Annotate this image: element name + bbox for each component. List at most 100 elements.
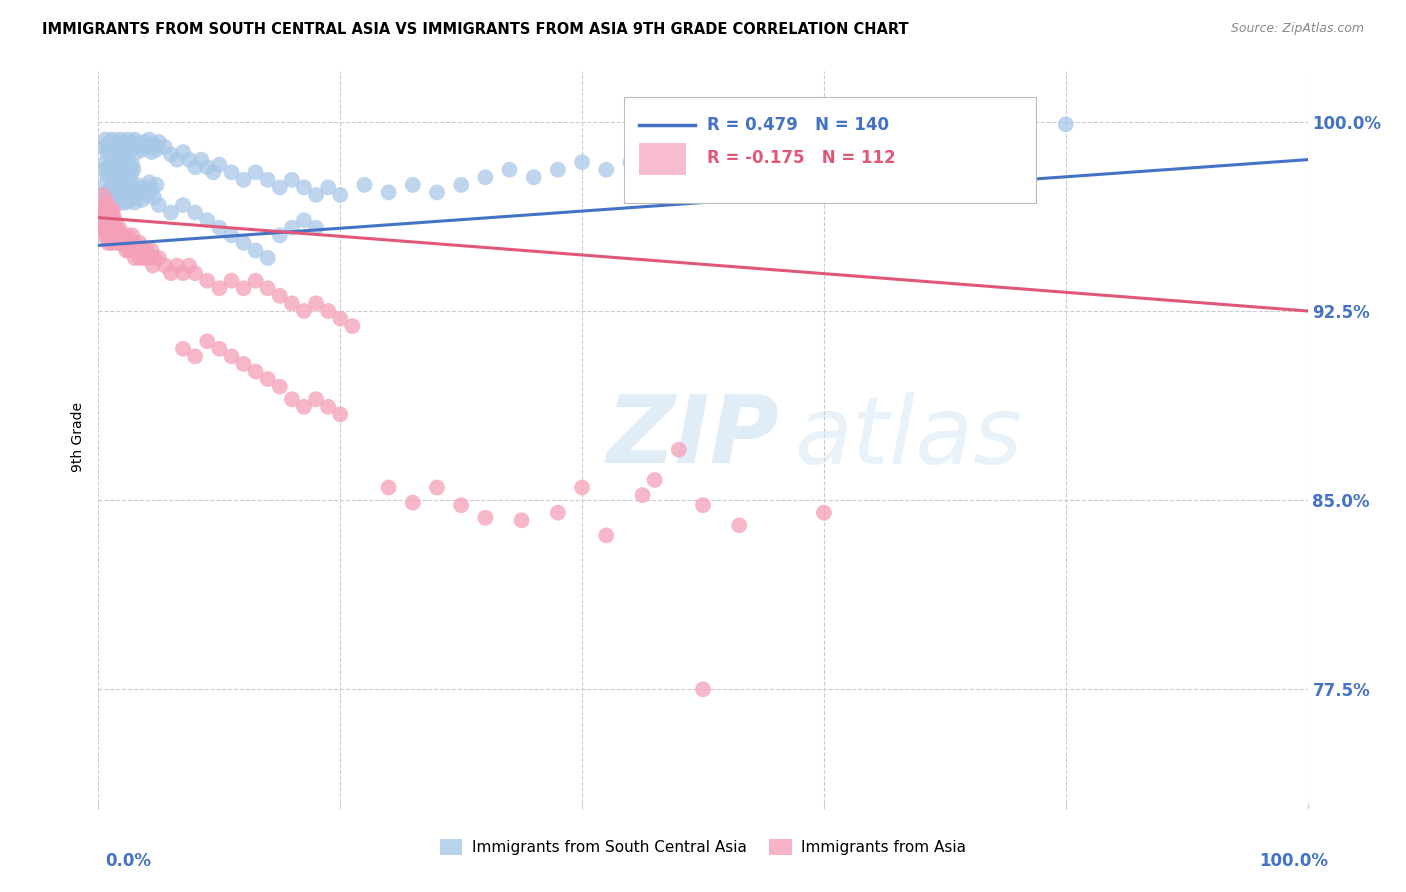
Point	[104, 137, 127, 152]
Point	[115, 195, 138, 210]
Point	[145, 178, 167, 192]
Point	[120, 165, 142, 179]
Text: ZIP: ZIP	[606, 391, 779, 483]
Point	[644, 147, 666, 161]
Point	[135, 140, 157, 154]
Point	[97, 203, 120, 218]
Point	[148, 198, 170, 212]
Point	[232, 357, 254, 371]
Point	[101, 203, 124, 218]
Point	[94, 190, 117, 204]
Point	[107, 193, 129, 207]
Point	[100, 211, 122, 225]
Point	[510, 513, 533, 527]
Point	[100, 193, 122, 207]
Point	[94, 220, 117, 235]
Point	[118, 160, 141, 174]
Point	[195, 160, 218, 174]
Point	[118, 186, 141, 200]
Point	[122, 244, 145, 258]
Point	[135, 244, 157, 258]
Point	[121, 158, 143, 172]
Point	[172, 342, 194, 356]
Point	[498, 162, 520, 177]
Point	[172, 145, 194, 159]
Point	[138, 251, 160, 265]
Point	[316, 304, 339, 318]
Point	[131, 244, 153, 258]
Point	[104, 220, 127, 235]
Point	[619, 155, 641, 169]
Point	[128, 251, 150, 265]
Point	[117, 180, 139, 194]
Point	[100, 205, 122, 219]
Point	[118, 137, 141, 152]
Point	[166, 259, 188, 273]
Point	[124, 195, 146, 210]
Point	[127, 244, 149, 258]
Point	[121, 235, 143, 250]
Point	[208, 281, 231, 295]
Point	[107, 135, 129, 149]
Point	[134, 251, 156, 265]
Point	[256, 173, 278, 187]
Point	[245, 244, 267, 258]
Point	[124, 132, 146, 146]
Point	[316, 180, 339, 194]
Point	[122, 140, 145, 154]
Point	[134, 180, 156, 194]
Point	[377, 186, 399, 200]
Point	[142, 259, 165, 273]
Point	[110, 183, 132, 197]
FancyBboxPatch shape	[638, 143, 685, 174]
Point	[305, 392, 328, 407]
Point	[172, 198, 194, 212]
Point	[221, 228, 243, 243]
Point	[450, 178, 472, 192]
Point	[105, 228, 128, 243]
Point	[316, 400, 339, 414]
Point	[97, 137, 120, 152]
Point	[98, 165, 121, 179]
Point	[101, 213, 124, 227]
Point	[114, 235, 136, 250]
Point	[305, 220, 328, 235]
Point	[115, 162, 138, 177]
Point	[105, 143, 128, 157]
Point	[1054, 117, 1077, 131]
Point	[131, 244, 153, 258]
Point	[141, 183, 163, 197]
Point	[595, 162, 617, 177]
Point	[107, 228, 129, 243]
Point	[96, 168, 118, 182]
Point	[120, 143, 142, 157]
Point	[108, 162, 131, 177]
Point	[108, 235, 131, 250]
Point	[118, 244, 141, 258]
Point	[115, 244, 138, 258]
Point	[112, 165, 135, 179]
Point	[122, 188, 145, 202]
Point	[121, 228, 143, 243]
Point	[111, 228, 134, 243]
Point	[93, 162, 115, 177]
Point	[112, 228, 135, 243]
Point	[108, 140, 131, 154]
Point	[281, 392, 304, 407]
Point	[118, 168, 141, 182]
Point	[96, 186, 118, 200]
Point	[184, 160, 207, 174]
Point	[232, 173, 254, 187]
Point	[114, 188, 136, 202]
Point	[184, 266, 207, 280]
Point	[103, 211, 125, 225]
Point	[329, 408, 352, 422]
Point	[110, 168, 132, 182]
Point	[245, 274, 267, 288]
Point	[114, 135, 136, 149]
Point	[342, 319, 364, 334]
Point	[98, 228, 121, 243]
Point	[93, 198, 115, 212]
FancyBboxPatch shape	[624, 97, 1035, 203]
Point	[245, 364, 267, 378]
